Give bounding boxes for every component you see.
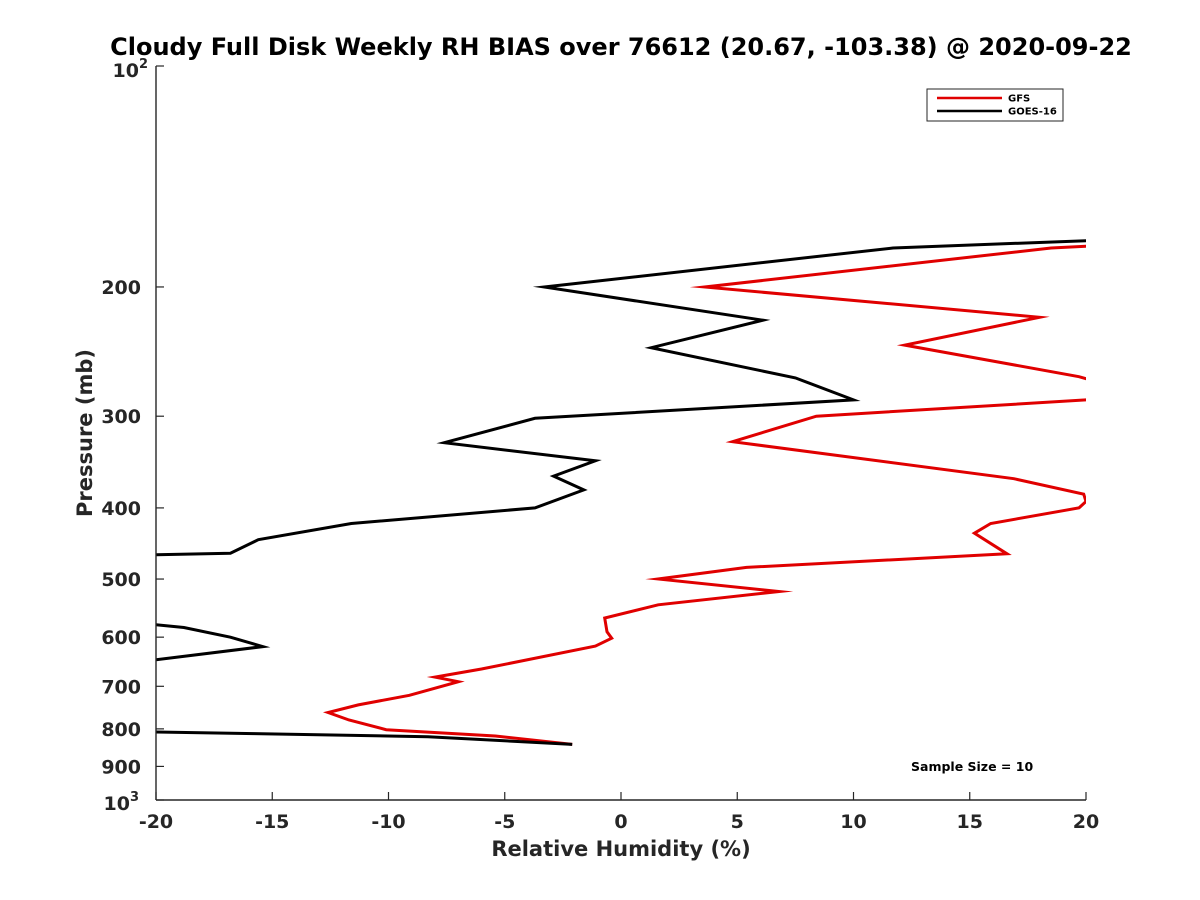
x-tick-label: -10 — [371, 811, 405, 833]
x-tick-label: -20 — [139, 811, 173, 833]
legend-box — [926, 88, 1064, 122]
y-tick-label: 700 — [101, 676, 141, 698]
chart-title: Cloudy Full Disk Weekly RH BIAS over 766… — [110, 33, 1132, 61]
legend: GFS GOES-16 — [926, 88, 1064, 122]
y-tick-label: 600 — [101, 627, 141, 649]
axes-layer — [155, 66, 1086, 801]
series-layer — [156, 239, 1086, 746]
y-tick-label-top-exp: 2 — [139, 57, 148, 72]
y-ticks: 200 300 400 500 600 700 800 900 — [101, 65, 164, 801]
x-tick-label: 15 — [957, 811, 983, 833]
x-tick-label: 0 — [614, 811, 627, 833]
legend-goes-label: GOES-16 — [1008, 107, 1057, 118]
series-line-gfs — [322, 244, 1086, 746]
y-tick-label-bottom-base: 10 — [104, 793, 130, 815]
y-tick-label: 400 — [101, 498, 141, 520]
x-tick-label: 5 — [731, 811, 744, 833]
sample-size-annotation: Sample Size = 10 — [911, 759, 1033, 774]
x-ticks: -20 -15 -10 -5 0 5 10 15 20 — [139, 792, 1099, 833]
y-axis-label: Pressure (mb) — [73, 349, 97, 517]
y-tick-label: 900 — [101, 756, 141, 778]
y-tick-label-top-base: 10 — [113, 60, 139, 82]
y-tick-label-bottom-exp: 3 — [130, 790, 139, 805]
x-tick-label: -15 — [255, 811, 289, 833]
x-tick-label: -5 — [494, 811, 515, 833]
y-tick-label: 300 — [101, 406, 141, 428]
x-axis-label: Relative Humidity (%) — [491, 837, 750, 861]
legend-gfs-label: GFS — [1008, 94, 1030, 105]
x-tick-label: 10 — [840, 811, 866, 833]
y-tick-label: 800 — [101, 719, 141, 741]
y-tick-label: 200 — [101, 277, 141, 299]
series-line-goes-16 — [156, 239, 1086, 746]
y-tick-label: 500 — [101, 569, 141, 591]
x-tick-label: 20 — [1073, 811, 1099, 833]
